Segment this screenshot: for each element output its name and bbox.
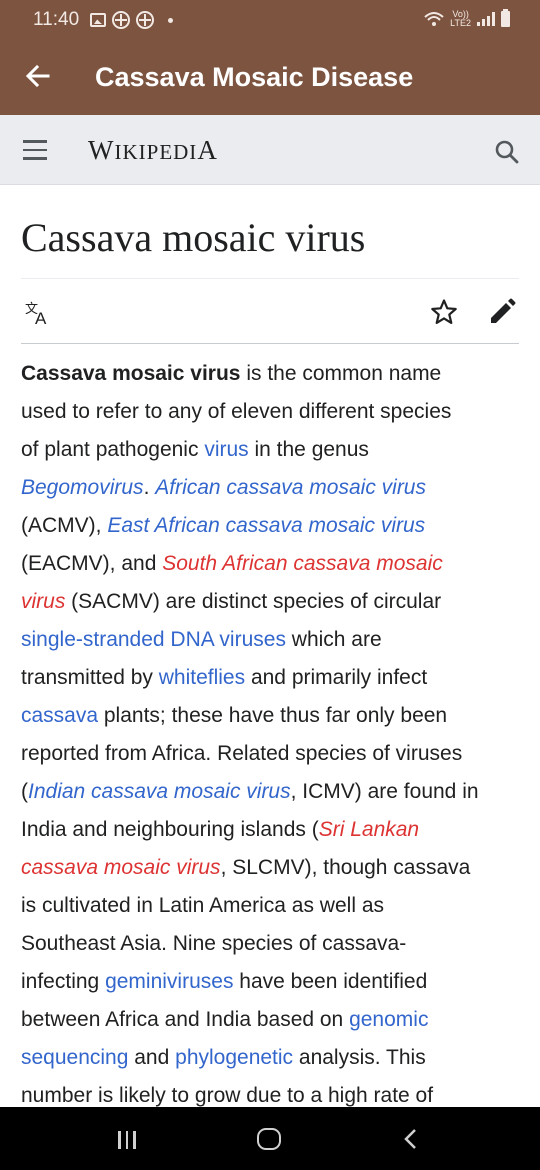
app-bar: Cassava Mosaic Disease xyxy=(0,40,540,115)
text-span: have been identified xyxy=(233,970,428,993)
wiki-header: WIKIPEDIA xyxy=(0,115,540,185)
text-span: reported from Africa. Related species of… xyxy=(21,742,463,765)
dot-icon xyxy=(168,17,173,23)
text-line: cassava plants; these have thus far only… xyxy=(21,697,521,735)
back-arrow-icon[interactable] xyxy=(22,60,54,92)
text-span: number is likely to grow due to a high r… xyxy=(21,1084,434,1107)
lte-indicator: Vo)) LTE2 xyxy=(450,10,471,28)
article-link[interactable]: phylogenetic xyxy=(175,1046,294,1069)
text-line: used to refer to any of eleven different… xyxy=(21,393,521,431)
text-line: cassava mosaic virus, SLCMV), though cas… xyxy=(21,849,521,887)
text-span: is the common name xyxy=(240,362,442,385)
article-link[interactable]: Indian cassava mosaic virus xyxy=(28,780,291,803)
text-span: (EACMV), and xyxy=(21,552,163,575)
article-link[interactable]: single-stranded DNA viruses xyxy=(21,628,286,651)
divider xyxy=(21,278,519,279)
text-span: used to refer to any of eleven different… xyxy=(21,400,452,423)
text-span: (SACMV) are distinct species of circular xyxy=(65,590,442,613)
wikipedia-logo[interactable]: WIKIPEDIA xyxy=(88,135,218,166)
divider xyxy=(21,343,519,344)
system-icons: Vo)) LTE2 xyxy=(424,9,510,28)
wifi-icon xyxy=(424,12,444,26)
article-link[interactable]: Sri Lankan xyxy=(318,818,420,841)
edit-pencil-icon[interactable] xyxy=(488,298,516,326)
article-link[interactable]: South African cassava mosaic xyxy=(162,552,443,575)
article-link[interactable]: cassava mosaic virus xyxy=(21,856,221,879)
text-line: number is likely to grow due to a high r… xyxy=(21,1077,521,1115)
text-line: India and neighbouring islands (Sri Lank… xyxy=(21,811,521,849)
svg-text:A: A xyxy=(35,309,47,326)
wikipedia-logo-w: W xyxy=(88,135,115,165)
wikipedia-logo-a: A xyxy=(197,135,218,165)
text-span: ( xyxy=(21,780,28,803)
article-link[interactable]: African cassava mosaic virus xyxy=(155,476,426,499)
text-span: (ACMV), xyxy=(21,514,108,537)
text-line: single-stranded DNA viruses which are xyxy=(21,621,521,659)
volte-label: Vo)) xyxy=(452,9,469,19)
article-link[interactable]: Begomovirus xyxy=(21,476,144,499)
search-icon[interactable] xyxy=(494,139,520,165)
text-span: is cultivated in Latin America as well a… xyxy=(21,894,384,917)
text-span: of plant pathogenic xyxy=(21,438,205,461)
article-link[interactable]: virus xyxy=(204,438,249,461)
text-line: between Africa and India based on genomi… xyxy=(21,1001,521,1039)
text-line: sequencing and phylogenetic analysis. Th… xyxy=(21,1039,521,1077)
text-span: plants; these have thus far only been xyxy=(98,704,448,727)
text-line: (EACMV), and South African cassava mosai… xyxy=(21,545,521,583)
text-span: India and neighbouring islands ( xyxy=(21,818,319,841)
bold-term: Cassava mosaic virus xyxy=(21,362,241,385)
gallery-icon xyxy=(90,13,106,27)
text-line: virus (SACMV) are distinct species of ci… xyxy=(21,583,521,621)
article-link[interactable]: cassava xyxy=(21,704,99,727)
text-line: Southeast Asia. Nine species of cassava- xyxy=(21,925,521,963)
wikipedia-logo-middle: IKIPEDI xyxy=(114,140,198,164)
app-icon xyxy=(112,11,130,29)
translate-icon[interactable]: 文 A xyxy=(24,300,54,326)
text-line: reported from Africa. Related species of… xyxy=(21,735,521,773)
svg-text:文: 文 xyxy=(25,302,38,317)
back-icon[interactable] xyxy=(400,1128,420,1150)
article-link[interactable]: sequencing xyxy=(21,1046,129,1069)
text-span: and xyxy=(128,1046,176,1069)
home-icon[interactable] xyxy=(257,1128,281,1150)
text-span: Southeast Asia. Nine species of cassava- xyxy=(21,932,407,955)
article-link[interactable]: whiteflies xyxy=(158,666,246,689)
text-line: (ACMV), East African cassava mosaic viru… xyxy=(21,507,521,545)
text-line: transmitted by whiteflies and primarily … xyxy=(21,659,521,697)
text-line: of plant pathogenic virus in the genus xyxy=(21,431,521,469)
status-bar: 11:40 Vo)) LTE2 xyxy=(0,0,540,40)
battery-icon xyxy=(501,9,510,27)
app-title: Cassava Mosaic Disease xyxy=(95,62,414,92)
article-link[interactable]: virus xyxy=(21,590,66,613)
article-link[interactable]: genomic xyxy=(349,1008,429,1031)
text-line: Cassava mosaic virus is the common name xyxy=(21,355,521,393)
text-line: infecting geminiviruses have been identi… xyxy=(21,963,521,1001)
article-body: Cassava mosaic virus is the common name u… xyxy=(21,355,521,1115)
text-span: analysis. This xyxy=(293,1046,426,1069)
text-span: infecting xyxy=(21,970,106,993)
text-line: Begomovirus. African cassava mosaic viru… xyxy=(21,469,521,507)
network-label: LTE2 xyxy=(450,18,471,28)
text-span: in the genus xyxy=(248,438,369,461)
app-icon xyxy=(136,11,154,29)
text-line: is cultivated in Latin America as well a… xyxy=(21,887,521,925)
system-nav-bar xyxy=(0,1107,540,1170)
text-span: and primarily infect xyxy=(245,666,428,689)
text-span: which are xyxy=(285,628,382,651)
text-span: between Africa and India based on xyxy=(21,1008,350,1031)
text-span: , ICMV) are found in xyxy=(290,780,479,803)
text-span: transmitted by xyxy=(21,666,159,689)
text-span: . xyxy=(143,476,156,499)
status-time: 11:40 xyxy=(33,9,80,30)
article-link[interactable]: geminiviruses xyxy=(105,970,234,993)
page-title: Cassava mosaic virus xyxy=(21,215,366,260)
menu-icon[interactable] xyxy=(23,140,47,160)
signal-icon xyxy=(477,12,495,26)
text-line: (Indian cassava mosaic virus, ICMV) are … xyxy=(21,773,521,811)
star-icon[interactable] xyxy=(430,298,458,326)
notification-icons xyxy=(90,11,173,29)
article-link[interactable]: East African cassava mosaic virus xyxy=(107,514,426,537)
text-span: , SLCMV), though cassava xyxy=(220,856,471,879)
recent-apps-icon[interactable] xyxy=(118,1131,138,1149)
